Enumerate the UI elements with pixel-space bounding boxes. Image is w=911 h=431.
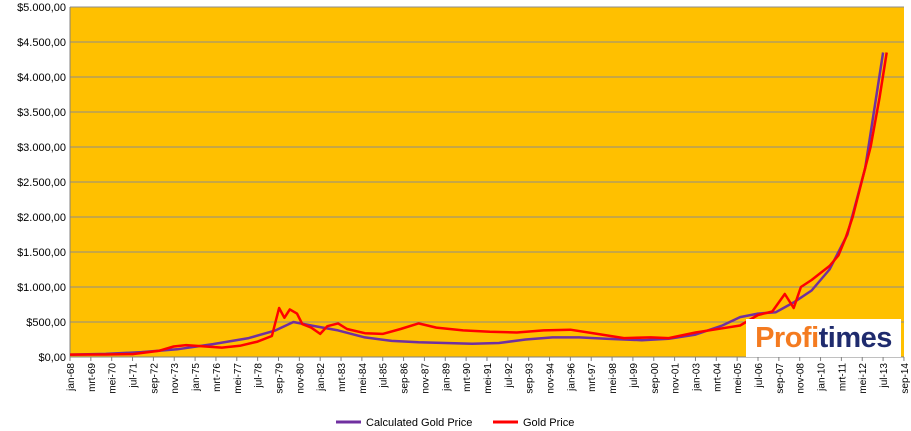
x-tick-label: jan-82: [316, 363, 327, 392]
x-tick-label: jul-13: [879, 363, 890, 389]
x-tick-label: nov-80: [295, 363, 306, 394]
y-tick-label: $500,00: [26, 317, 66, 329]
legend-label: Calculated Gold Price: [366, 417, 472, 429]
x-tick-label: nov-01: [671, 363, 682, 394]
x-tick-label: jan-10: [817, 363, 828, 392]
x-tick-label: jan-68: [66, 363, 77, 392]
x-tick-label: jul-71: [129, 363, 140, 389]
x-tick-label: jan-96: [566, 363, 577, 392]
x-tick-label: mrt-90: [462, 363, 473, 392]
x-tick-label: sep-86: [400, 363, 411, 394]
x-tick-label: mrt-11: [837, 363, 848, 392]
series-lines: [69, 52, 888, 356]
x-tick-label: sep-93: [525, 363, 536, 394]
y-tick-label: $0,00: [38, 352, 66, 364]
profitimes-logo: Profi times: [746, 319, 901, 357]
y-tick-label: $5.000,00: [17, 2, 66, 14]
series-line-calculated-gold-price: [69, 52, 885, 356]
x-tick-label: mrt-69: [87, 363, 98, 392]
x-axis: jan-68 mrt-69 mei-70 jul-71 sep-72 nov-73 jan-…: [66, 356, 911, 394]
x-tick-label: mei-12: [858, 363, 869, 394]
x-tick-label: sep-79: [274, 363, 285, 394]
y-axis: $0,00 $500,00 $1.000,00 $1.500,00 $2.000,00 $…: [17, 2, 71, 364]
x-tick-label: mei-91: [483, 363, 494, 394]
x-tick-label: sep-07: [775, 363, 786, 394]
x-tick-label: jan-03: [691, 363, 702, 392]
y-tick-label: $2.000,00: [17, 212, 66, 224]
logo-text-part2: times: [818, 321, 893, 354]
x-tick-label: jul-99: [629, 363, 640, 389]
legend: Calculated Gold Price Gold Price: [336, 417, 574, 429]
x-tick-label: mei-05: [733, 363, 744, 394]
gridlines: [70, 6, 904, 358]
y-tick-label: $3.000,00: [17, 142, 66, 154]
x-tick-label: mrt-83: [337, 363, 348, 392]
y-tick-label: $2.500,00: [17, 177, 66, 189]
series-line-gold-price: [69, 52, 888, 356]
x-tick-label: mrt-97: [587, 363, 598, 392]
x-tick-label: mei-98: [608, 363, 619, 394]
y-tick-label: $4.500,00: [17, 37, 66, 49]
x-tick-label: sep-14: [900, 363, 911, 394]
logo-text-part1: Profi: [755, 321, 819, 354]
x-tick-label: jul-92: [504, 363, 515, 389]
x-tick-label: jul-78: [254, 363, 265, 389]
y-tick-label: $1.500,00: [17, 247, 66, 259]
y-tick-label: $3.500,00: [17, 107, 66, 119]
x-tick-label: mei-84: [358, 363, 369, 394]
x-tick-label: mrt-04: [712, 363, 723, 392]
legend-label: Gold Price: [523, 417, 574, 429]
x-tick-label: jan-89: [441, 363, 452, 392]
x-tick-label: nov-08: [796, 363, 807, 394]
x-tick-label: nov-73: [170, 363, 181, 394]
x-tick-label: nov-87: [420, 363, 431, 394]
x-tick-label: mei-77: [233, 363, 244, 394]
y-tick-label: $1.000,00: [17, 282, 66, 294]
x-tick-label: sep-00: [650, 363, 661, 394]
x-tick-label: jan-75: [191, 363, 202, 392]
y-tick-label: $4.000,00: [17, 72, 66, 84]
x-tick-label: mrt-76: [212, 363, 223, 392]
x-tick-label: mei-70: [108, 363, 119, 394]
x-tick-label: jul-06: [754, 363, 765, 389]
x-tick-label: nov-94: [546, 363, 557, 394]
x-tick-label: jul-85: [379, 363, 390, 389]
x-tick-label: sep-72: [149, 363, 160, 394]
